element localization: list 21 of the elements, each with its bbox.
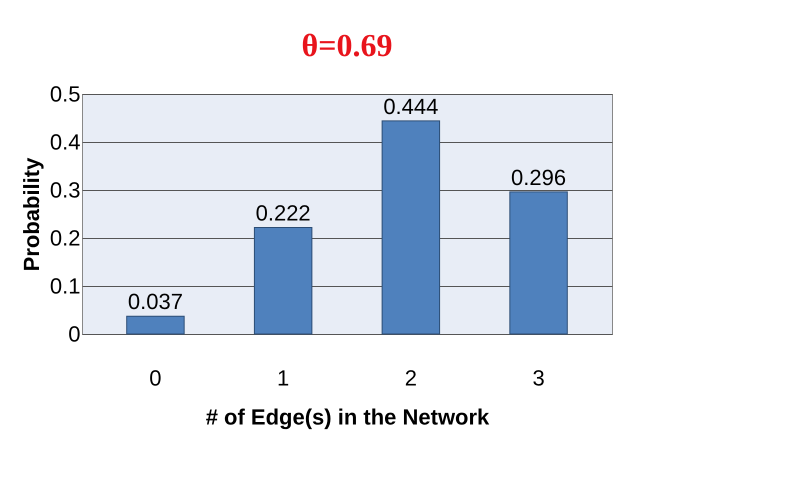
data-label: 0.222 bbox=[256, 200, 311, 226]
chart-title: θ=0.69 bbox=[302, 27, 392, 63]
y-tick-label: 0.2 bbox=[50, 226, 80, 250]
bar bbox=[254, 226, 312, 334]
y-tick-label: 0 bbox=[68, 322, 80, 346]
bar bbox=[126, 316, 185, 334]
bar bbox=[509, 191, 568, 334]
y-tick-label: 0.5 bbox=[50, 82, 80, 106]
data-label: 0.296 bbox=[511, 164, 566, 190]
data-label: 0.444 bbox=[383, 94, 438, 119]
x-axis-title: # of Edge(s) in the Network bbox=[206, 404, 490, 430]
y-tick-label: 0.4 bbox=[50, 130, 80, 154]
x-tick-label: 0 bbox=[149, 366, 162, 390]
data-label: 0.037 bbox=[128, 289, 183, 314]
y-axis-title: Probability bbox=[18, 156, 44, 272]
bar bbox=[382, 120, 440, 334]
y-tick-label: 0.1 bbox=[50, 274, 80, 298]
x-tick-label: 2 bbox=[404, 366, 417, 390]
y-tick-label: 0.3 bbox=[50, 178, 80, 202]
x-tick-label: 1 bbox=[277, 366, 290, 390]
x-tick-label: 3 bbox=[532, 366, 545, 390]
